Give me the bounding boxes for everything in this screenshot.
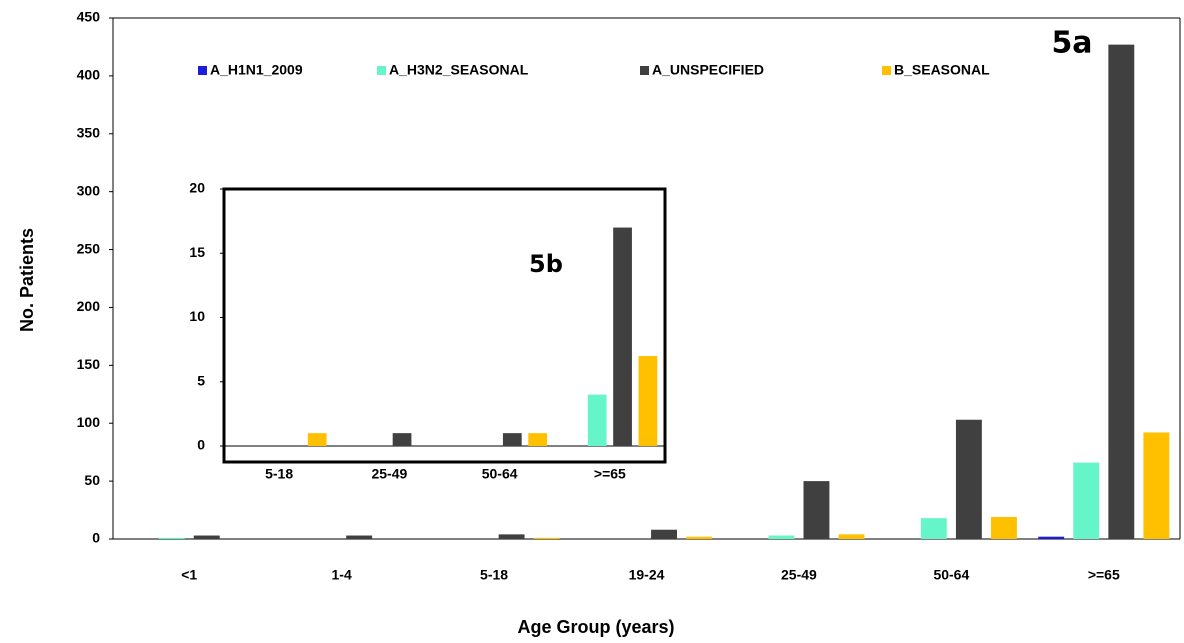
bar: [1073, 462, 1100, 539]
y-tick-label: 150: [77, 356, 101, 372]
bar: [158, 537, 185, 539]
bar: [920, 518, 947, 539]
legend-label: A_UNSPECIFIED: [652, 62, 764, 78]
y-tick-label: 10: [189, 308, 205, 324]
legend-label: A_H3N2_SEASONAL: [389, 62, 529, 78]
bar: [533, 537, 560, 539]
y-tick-label: 300: [77, 182, 101, 198]
x-tick-label: 5-18: [265, 466, 293, 482]
bar: [803, 481, 830, 539]
x-tick-label: 19-24: [629, 567, 665, 583]
bar: [1143, 432, 1170, 539]
y-tick-label: 450: [77, 9, 101, 25]
y-tick-label: 15: [189, 244, 205, 260]
bar: [528, 433, 548, 446]
x-tick-label: 50-64: [482, 466, 518, 482]
legend-label: A_H1N1_2009: [210, 62, 303, 78]
x-tick-label: >=65: [1088, 567, 1120, 583]
bar: [307, 433, 327, 446]
bar: [838, 534, 865, 539]
bar: [638, 356, 658, 446]
legend-marker: [377, 66, 386, 75]
x-tick-label: 50-64: [933, 567, 969, 583]
y-tick-label: 200: [77, 298, 101, 314]
y-tick-label: 5: [197, 372, 205, 388]
annotation: 5a: [1051, 26, 1092, 61]
bar: [613, 227, 632, 446]
x-tick-label: <1: [181, 567, 197, 583]
bar: [193, 535, 220, 539]
annotation: 5b: [529, 250, 563, 278]
y-tick-label: 20: [189, 180, 205, 196]
legend-marker: [640, 66, 649, 75]
bar: [651, 529, 677, 539]
y-tick-label: 100: [77, 414, 101, 430]
y-tick-label: 0: [92, 530, 100, 546]
bar: [1108, 44, 1135, 540]
y-axis-title: No. Patients: [17, 228, 37, 332]
legend-marker: [882, 66, 891, 75]
bar: [768, 535, 795, 539]
x-tick-label: 25-49: [781, 567, 817, 583]
bar: [990, 517, 1017, 539]
x-tick-label: >=65: [594, 466, 626, 482]
y-tick-label: 250: [77, 240, 101, 256]
bar: [955, 419, 982, 539]
x-tick-label: 1-4: [332, 567, 352, 583]
y-tick-label: 400: [77, 67, 101, 83]
legend-marker: [198, 66, 207, 75]
x-tick-label: 5-18: [480, 567, 508, 583]
x-axis-title: Age Group (years): [517, 617, 674, 637]
bar: [587, 394, 607, 446]
bar: [498, 534, 525, 539]
y-tick-label: 0: [197, 437, 205, 453]
bar: [502, 433, 522, 446]
y-tick-label: 350: [77, 124, 101, 140]
bar: [1038, 536, 1065, 539]
bar: [686, 536, 713, 539]
bar: [392, 433, 412, 446]
x-tick-label: 25-49: [371, 466, 407, 482]
y-tick-label: 50: [84, 472, 100, 488]
legend-label: B_SEASONAL: [894, 62, 990, 78]
bar: [346, 535, 373, 539]
